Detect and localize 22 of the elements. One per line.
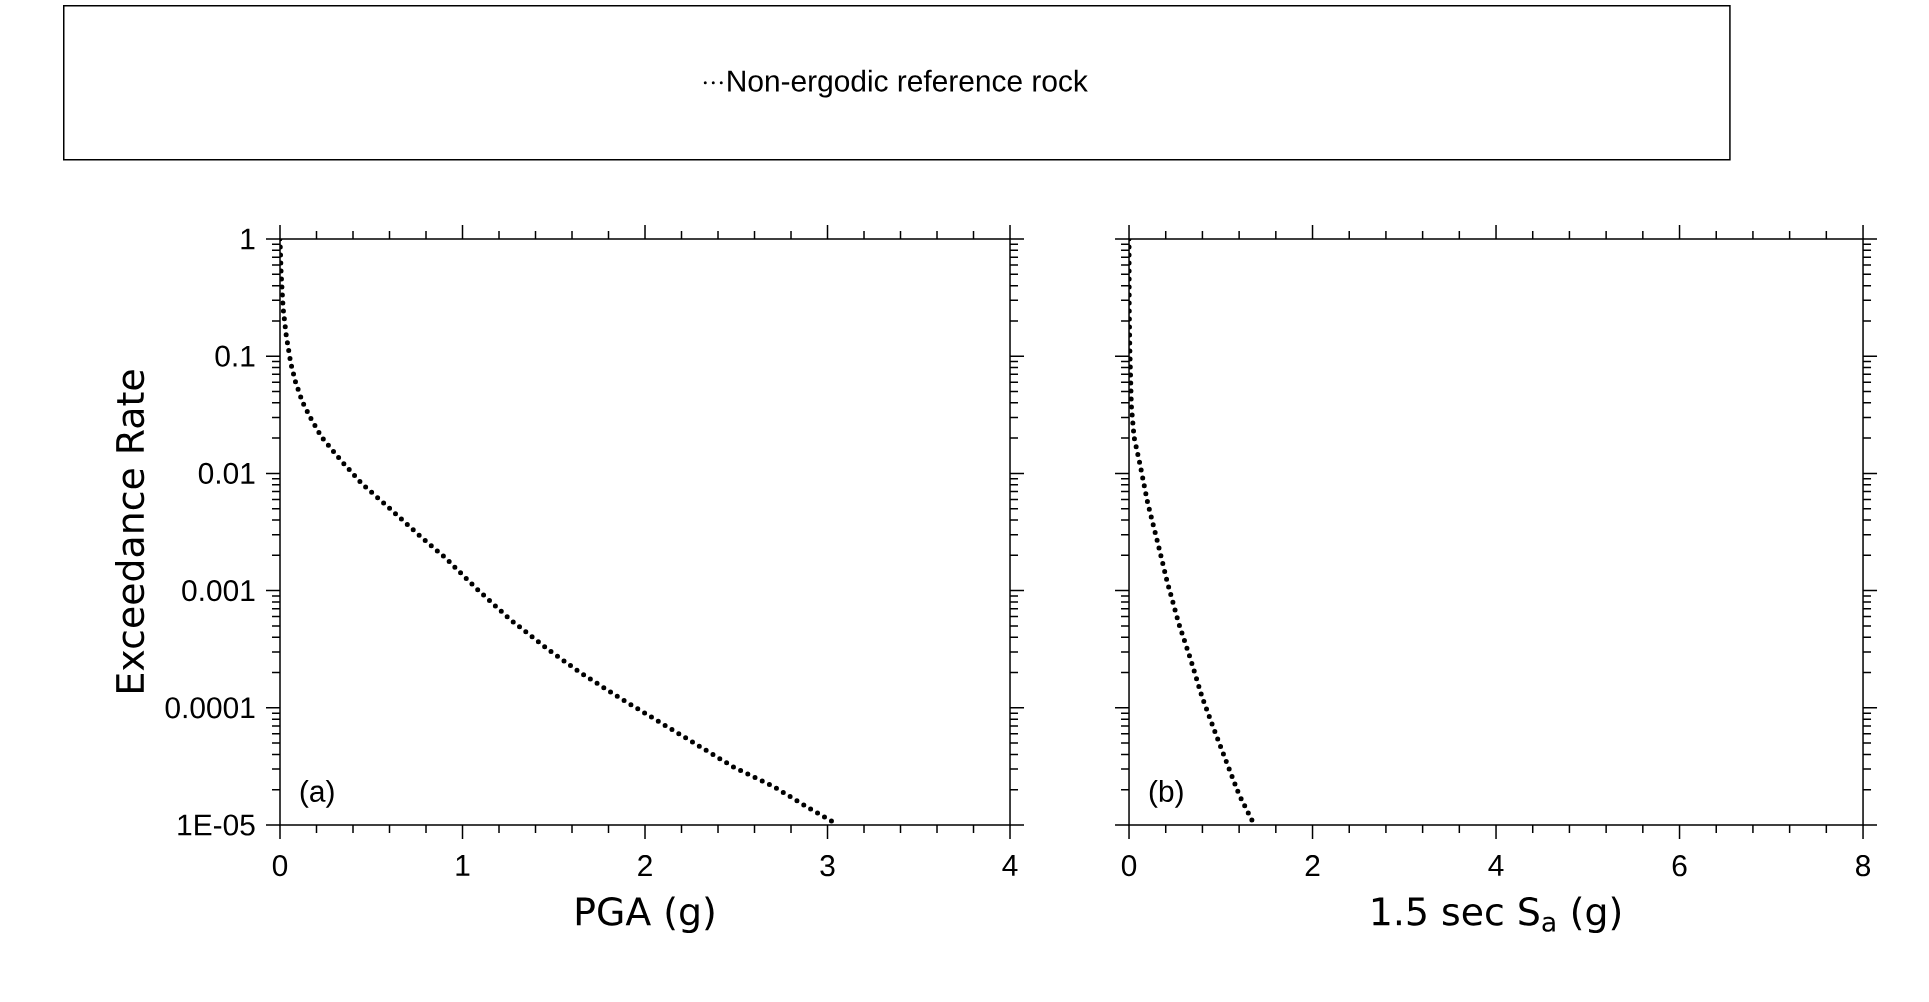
y-tick-label: 1 <box>241 228 255 250</box>
x-tick-label: 3 <box>820 855 835 877</box>
x-axis-title: PGA (g) <box>576 896 714 934</box>
annotation: (a) <box>300 779 334 808</box>
y-tick-label: 0.01 <box>198 462 255 484</box>
y-tick-label: 1E-05 <box>178 814 255 836</box>
legend-label: Non-ergodic reference rock <box>728 69 1088 98</box>
x-axis-title: 1.5 sec S$_{a}$ (g) <box>1372 896 1621 934</box>
x-tick-label: 0 <box>1121 855 1137 877</box>
y-tick-label: 0.0001 <box>165 697 255 719</box>
y-tick-label: 0.001 <box>182 580 255 602</box>
x-tick-label: 4 <box>1488 855 1504 876</box>
x-tick-label: 6 <box>1672 855 1687 877</box>
x-tick-label: 1 <box>456 855 470 876</box>
x-tick-label: 0 <box>272 855 288 877</box>
x-tick-label: 4 <box>1002 855 1018 876</box>
annotation: (b) <box>1149 779 1183 808</box>
y-axis-title: Exceedance Rate <box>115 370 145 692</box>
y-tick-label: 0.1 <box>215 345 255 367</box>
x-tick-label: 2 <box>638 855 652 876</box>
x-tick-label: 8 <box>1856 855 1871 877</box>
x-tick-label: 2 <box>1305 855 1320 876</box>
